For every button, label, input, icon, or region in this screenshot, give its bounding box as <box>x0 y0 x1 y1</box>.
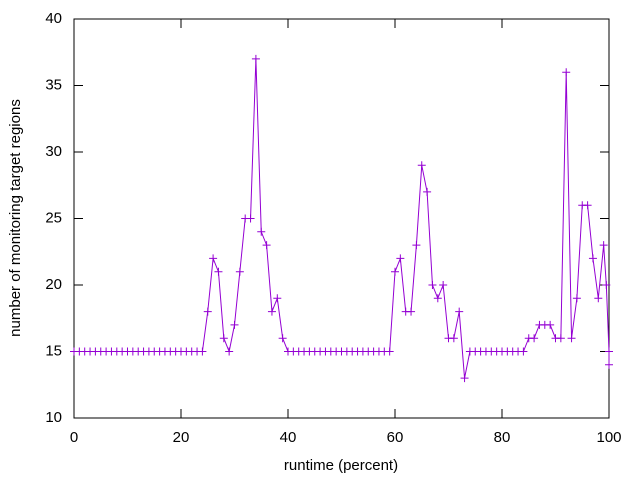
data-point <box>449 334 458 343</box>
data-point <box>530 334 539 343</box>
data-point <box>588 254 597 263</box>
x-axis-label: runtime (percent) <box>284 457 398 474</box>
data-point <box>262 241 271 250</box>
y-tick-label: 20 <box>45 276 62 293</box>
data-point <box>225 347 234 356</box>
data-point <box>278 334 287 343</box>
data-point <box>198 347 207 356</box>
data-point <box>423 187 432 196</box>
data-point <box>203 307 212 316</box>
data-point <box>267 307 276 316</box>
y-axis-label: number of monitoring target regions <box>7 99 24 337</box>
data-point <box>209 254 218 263</box>
data-point <box>257 227 266 236</box>
x-tick-label: 100 <box>596 429 621 446</box>
y-tick-label: 30 <box>45 143 62 160</box>
data-point <box>428 281 437 289</box>
y-tick-label: 40 <box>45 10 62 27</box>
data-point <box>599 241 608 250</box>
data-point <box>567 334 576 343</box>
data-point <box>556 334 565 343</box>
data-point <box>519 347 528 356</box>
data-point <box>583 201 592 210</box>
data-point <box>594 294 603 303</box>
data-point <box>460 374 469 383</box>
data-point <box>246 214 255 223</box>
data-point <box>433 294 442 303</box>
x-tick-label: 60 <box>387 429 404 446</box>
data-point <box>396 254 405 263</box>
plot-border <box>73 18 610 419</box>
data-point <box>572 294 581 303</box>
data-point <box>605 360 613 369</box>
data-point <box>412 241 421 250</box>
data-point <box>273 294 282 303</box>
y-tick-label: 10 <box>45 409 62 426</box>
data-point <box>385 347 394 356</box>
x-tick-label: 80 <box>494 429 511 446</box>
data-point <box>546 320 555 329</box>
data-line <box>74 58 610 379</box>
data-point <box>235 267 244 276</box>
x-tick-label: 40 <box>280 429 297 446</box>
data-point <box>417 161 426 170</box>
data-point <box>439 281 448 289</box>
data-point <box>219 334 228 343</box>
data-point <box>251 54 260 63</box>
data-point <box>407 307 416 316</box>
data-point <box>605 347 613 356</box>
data-point <box>455 307 464 316</box>
data-point <box>214 267 223 276</box>
y-tick-label: 25 <box>45 209 62 226</box>
y-tick-label: 15 <box>45 342 62 359</box>
data-point <box>230 320 239 329</box>
x-tick-label: 20 <box>173 429 190 446</box>
data-point <box>562 68 571 77</box>
data-point <box>391 267 399 276</box>
y-tick-label: 35 <box>45 76 62 93</box>
data-point <box>602 281 611 289</box>
x-tick-label: 0 <box>70 429 78 446</box>
